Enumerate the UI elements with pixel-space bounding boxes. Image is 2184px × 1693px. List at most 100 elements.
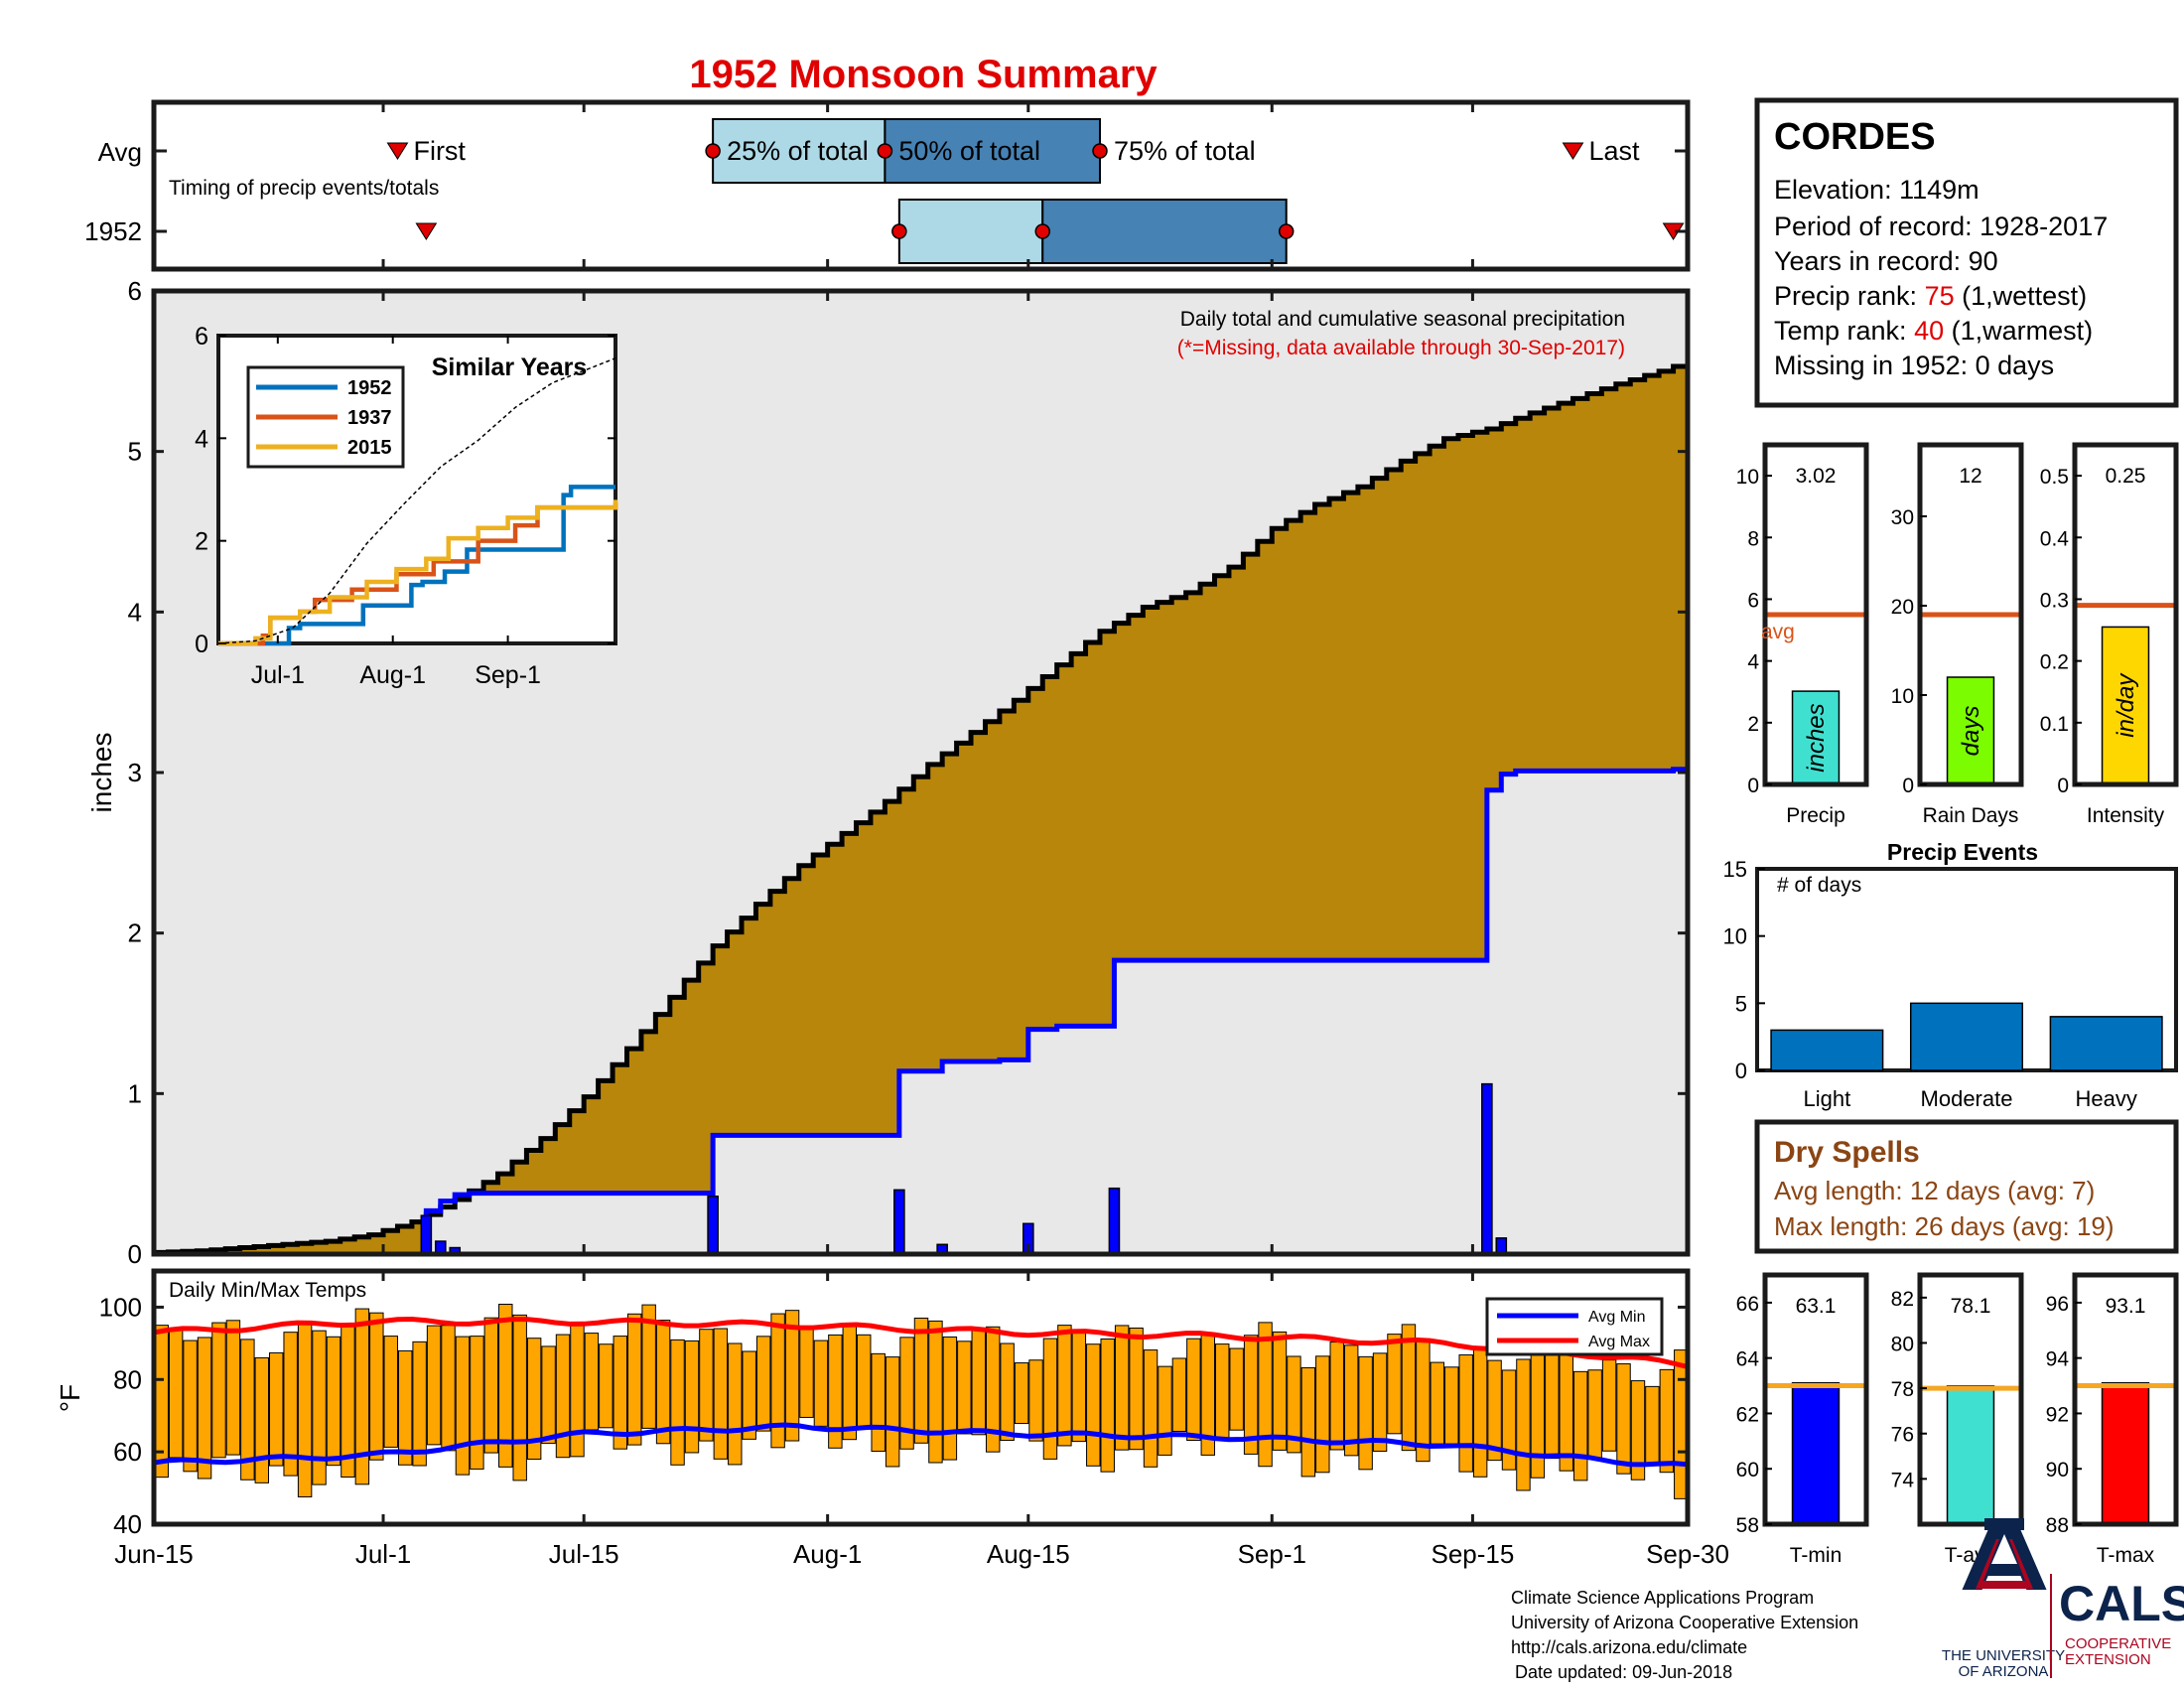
timing-triangle [1562,142,1584,160]
summary-0-avg-label: avg [1761,621,1795,643]
daily-temp-bar [354,1308,370,1485]
temp-summary-1-tick-label: 80 [1891,1333,1914,1355]
summary-0-xlabel: Precip [1786,804,1845,827]
daily-temp-bar [1158,1365,1172,1456]
temp-summary-0-tick-label: 58 [1736,1514,1759,1537]
timing-25-50-box [712,118,887,184]
daily-temp-bar [655,1320,671,1445]
daily-temp-bar [971,1330,986,1436]
temp-y-tick-label: 80 [113,1364,142,1394]
footer-line-1: Climate Science Applications Program [1511,1588,1814,1608]
timing-row-avg-label: Avg [98,137,142,167]
precip-annotation: Daily total and cumulative seasonal prec… [1180,308,1625,331]
event-category-label: Light [1803,1086,1850,1111]
daily-temp-bar [828,1334,843,1449]
y-tick-label: 1 [128,1078,142,1108]
daily-temp-bar [1028,1359,1043,1442]
temp-summary-1-bar [1946,1385,1995,1525]
daily-temp-bar [1430,1361,1445,1445]
daily-temp-bar [225,1320,241,1456]
daily-temp-bar [254,1356,270,1483]
daily-temp-bar [1458,1354,1473,1473]
inset-y-tick-label: 2 [195,528,208,556]
university-of-arizona-logo: THE UNIVERSITY OF ARIZONA [1942,1518,2065,1680]
summary-1-tick-label: 20 [1891,596,1914,619]
daily-temp-bar [1215,1343,1230,1441]
daily-temp-bar [1243,1335,1259,1455]
daily-precip-bar [707,1196,719,1255]
daily-temp-bar [426,1325,442,1446]
daily-temp-bar [1444,1366,1459,1445]
temp-summary-2-value: 93.1 [2106,1295,2146,1318]
daily-temp-bar [1516,1358,1531,1491]
y-tick-label: 4 [128,597,142,627]
daily-precip-bar [893,1189,905,1255]
precip-events-title: Precip Events [1887,839,2038,865]
summary-0-tick-label: 8 [1747,527,1759,550]
y-tick-label: 3 [128,758,142,787]
daily-temp-bar [1501,1369,1517,1471]
year-cumulative-area [154,769,1688,1254]
inset-y-tick-label: 4 [195,425,208,453]
summary-2-tick-label: 0.2 [2040,651,2069,674]
daily-temp-bar [1258,1322,1273,1468]
station-temp-rank: Temp rank: 40 (1,warmest) [1774,316,2093,346]
event-category-label: Moderate [1921,1086,2013,1111]
daily-temp-bar [1229,1347,1244,1431]
temp-summary-0-value: 63.1 [1796,1295,1837,1318]
avg-max-line [153,1317,1689,1369]
temperature-chart: 40 60 80 100 Daily Min/Max Temps °F Avg Min… [55,1268,1691,1539]
summary-2-tick-label: 0.3 [2040,589,2069,612]
daily-temp-bar [1387,1334,1402,1435]
daily-temp-bar [1559,1352,1573,1472]
station-name: CORDES [1774,116,1936,158]
legend-avg-min: Avg Min [1588,1309,1646,1326]
summary-2-tick-label: 0 [2057,775,2069,797]
station-info: CORDES Elevation: 1149m Period of record… [1754,97,2179,408]
temp-chart-label: Daily Min/Max Temps [169,1279,366,1302]
daily-temp-bar [211,1322,226,1459]
event-y-tick-label: 15 [1723,857,1747,882]
daily-temp-bar [942,1336,958,1461]
daily-temp-bar [1071,1332,1087,1443]
timing-50-75-box [1041,199,1288,264]
daily-temp-bar [297,1322,313,1497]
summary-0-bar [1791,690,1841,785]
daily-temp-bar [240,1339,255,1481]
inset-x-tick-label: Aug-1 [359,661,426,689]
temp-summary-0-xlabel: T-min [1790,1544,1843,1567]
daily-temp-bar [670,1339,685,1466]
temp-summary-1-tick-label: 78 [1891,1378,1914,1401]
seasonal-summary-bars: 0 2 4 6 8 10 3.02 Precip inches avg 0 10 20 30 12 Rain … [1736,442,2179,827]
temp-y-tick-label: 40 [113,1509,142,1539]
daily-temp-bar [1372,1352,1388,1452]
temp-summary-0-bar [1791,1382,1841,1525]
daily-temp-bar [742,1350,756,1440]
footer: Climate Science Applications Program Uni… [1511,1588,1858,1682]
summary-0-tick-label: 0 [1747,775,1759,797]
temp-summary-0-border [1762,1272,1869,1527]
timing-last-label: Last [1588,136,1640,166]
cals-text: CALS [2059,1576,2184,1631]
summary-0-tick-label: 6 [1747,589,1759,612]
daily-temp-bar [555,1334,571,1459]
daily-temp-bar [483,1317,499,1454]
daily-temp-bar [813,1340,829,1427]
daily-temp-bar [713,1328,729,1460]
ua-text-1: THE UNIVERSITY [1942,1647,2065,1664]
inset-x-tick-label: Sep-1 [475,661,541,689]
temp-summary-2-bar [2101,1382,2150,1525]
x-tick-label: Jul-1 [355,1539,411,1569]
station-period: Period of record: 1928-2017 [1774,212,2108,241]
daily-temp-bar [326,1336,341,1467]
inset-line-1952 [218,485,615,646]
cals-sub-1: COOPERATIVE [2065,1635,2171,1652]
temp-summary-2-border [2072,1272,2179,1527]
summary-0-border [1762,442,1869,787]
temp-summary-1-tick-label: 76 [1891,1424,1914,1447]
summary-0-tick-label: 4 [1747,651,1759,674]
daily-temp-bar [684,1340,700,1454]
x-tick-label: Aug-1 [793,1539,862,1569]
ua-text-2: OF ARIZONA [1959,1663,2049,1680]
precip-chart: 0 1 2 3 4 5 6 inches Daily total and cumulativ… [86,276,1691,1269]
